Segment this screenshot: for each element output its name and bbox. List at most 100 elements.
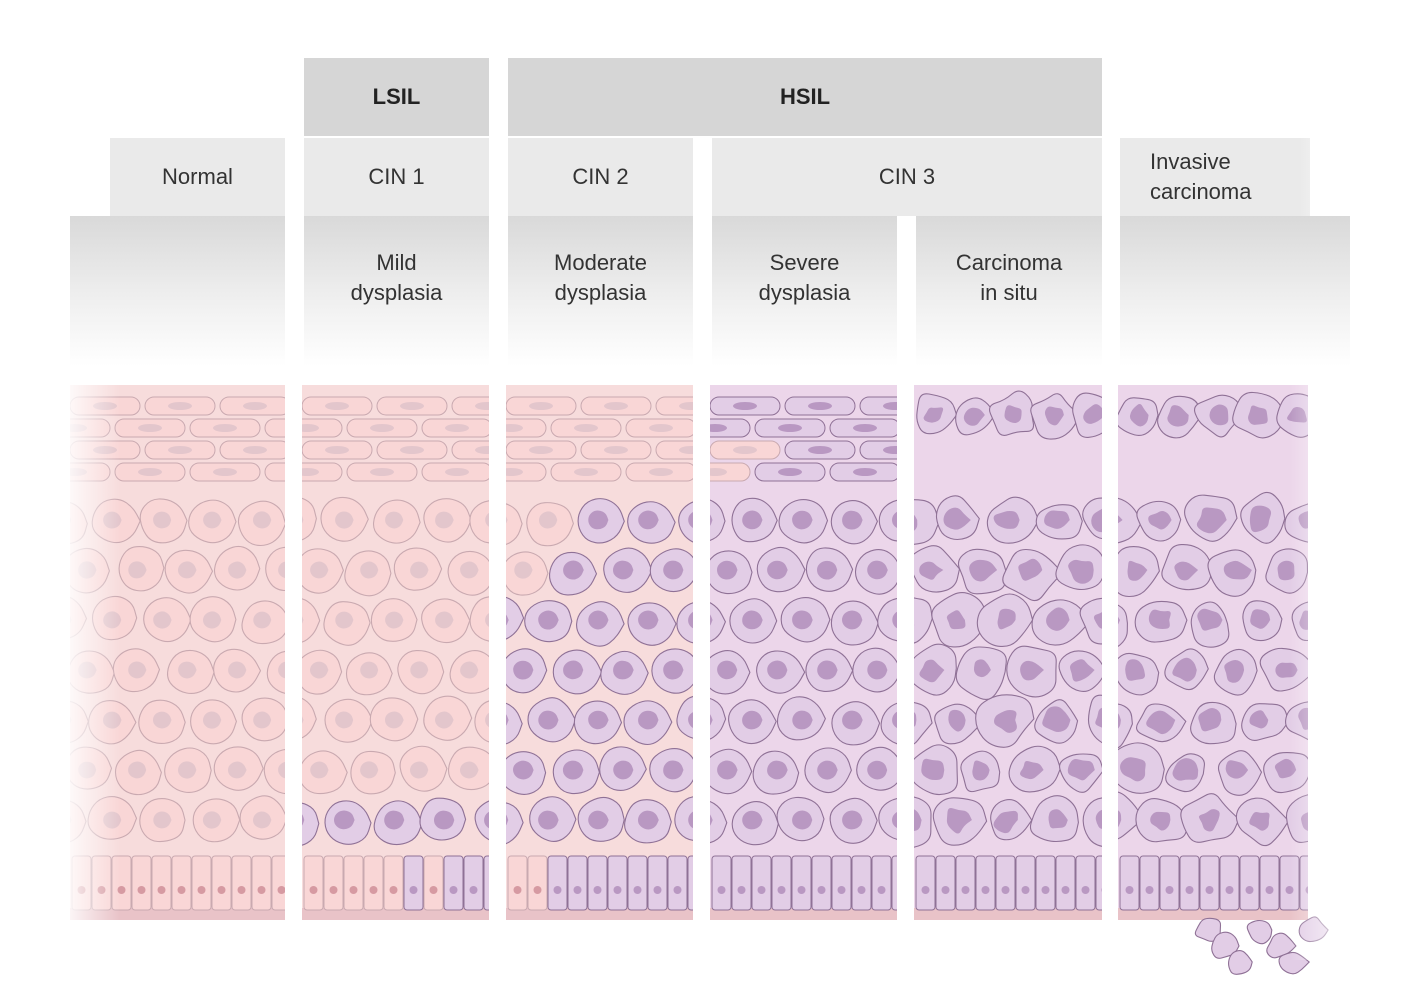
squamous-nucleus xyxy=(213,424,237,432)
squamous-cell xyxy=(451,440,489,460)
basal-cell xyxy=(423,855,444,911)
cell-nucleus xyxy=(717,760,738,780)
cin1-header: CIN 1 xyxy=(304,138,489,216)
basal-nucleus xyxy=(857,886,866,894)
cell-nucleus xyxy=(335,611,354,629)
basal-cell xyxy=(271,855,285,911)
basal-nucleus xyxy=(469,886,478,894)
cell-nucleus xyxy=(710,814,713,826)
cell-nucleus xyxy=(792,810,813,830)
cell-nucleus xyxy=(688,712,693,729)
epithelial-cell xyxy=(880,702,897,745)
basal-cell xyxy=(831,855,852,911)
cell-nucleus xyxy=(1174,561,1199,581)
cell-nucleus xyxy=(506,814,509,826)
basal-cell xyxy=(151,855,172,911)
squamous-nucleus xyxy=(808,446,832,454)
basal-cell xyxy=(383,855,404,911)
cell-nucleus xyxy=(514,561,533,579)
basal-nucleus xyxy=(573,886,582,894)
cell-nucleus xyxy=(914,809,922,831)
cell-nucleus xyxy=(302,616,304,624)
cell-nucleus xyxy=(588,610,609,630)
cell-nucleus xyxy=(817,760,838,780)
severe-label: Severe dysplasia xyxy=(758,250,851,305)
basal-cell xyxy=(211,855,232,911)
cell-nucleus xyxy=(1198,809,1220,832)
cell-nucleus xyxy=(1093,612,1102,629)
cell-nucleus xyxy=(203,511,222,529)
squamous-nucleus xyxy=(604,446,628,454)
basal-nucleus xyxy=(1145,886,1154,894)
squamous-nucleus xyxy=(400,446,424,454)
squamous-nucleus xyxy=(475,402,489,410)
squamous-nucleus xyxy=(138,424,162,432)
column-cin2 xyxy=(506,385,702,920)
basal-cell xyxy=(547,855,568,911)
basal-nucleus xyxy=(1061,886,1070,894)
basal-cell xyxy=(1259,855,1280,911)
cell-nucleus xyxy=(310,661,329,679)
basal-nucleus xyxy=(673,886,682,894)
cell-nucleus xyxy=(538,511,558,529)
moderate-label: Moderate dysplasia xyxy=(554,250,647,305)
squamous-nucleus xyxy=(649,468,673,476)
cell-nucleus xyxy=(742,610,763,630)
cell-nucleus xyxy=(973,659,991,678)
cell-nucleus xyxy=(588,510,609,530)
basal-nucleus xyxy=(1021,886,1030,894)
cell-nucleus xyxy=(335,711,354,729)
cell-nucleus xyxy=(842,610,863,630)
basal-cell xyxy=(711,855,732,911)
cell-nucleus xyxy=(203,611,222,629)
basal-nucleus xyxy=(429,886,438,894)
basal-cell xyxy=(403,855,424,911)
epithelial-cell xyxy=(266,650,285,694)
basal-cell xyxy=(871,855,892,911)
cell-nucleus xyxy=(1249,505,1272,533)
squamous-nucleus xyxy=(370,468,394,476)
cell-nucleus xyxy=(506,516,508,524)
cell-nucleus xyxy=(1118,713,1121,729)
cell-nucleus xyxy=(1118,616,1120,625)
basal-cell xyxy=(935,855,956,911)
cell-nucleus xyxy=(484,811,489,829)
cell-nucleus xyxy=(1250,609,1271,629)
cell-nucleus xyxy=(1069,659,1095,682)
basal-cell xyxy=(323,855,344,911)
basal-cell xyxy=(771,855,792,911)
basal-nucleus xyxy=(137,886,146,894)
cell-nucleus xyxy=(278,761,285,779)
severe-header: Severe dysplasia xyxy=(712,216,897,366)
cell-nucleus xyxy=(485,613,489,627)
basal-nucleus xyxy=(197,886,206,894)
cell-nucleus xyxy=(842,510,863,530)
basal-nucleus xyxy=(694,886,702,894)
squamous-nucleus xyxy=(243,402,267,410)
cell-nucleus xyxy=(1091,508,1102,533)
basal-cell xyxy=(1199,855,1220,911)
cell-nucleus xyxy=(485,512,489,527)
basal-nucleus xyxy=(817,886,826,894)
cell-nucleus xyxy=(1018,558,1043,581)
squamous-nucleus xyxy=(325,446,349,454)
cell-nucleus xyxy=(742,510,763,530)
squamous-cell xyxy=(302,418,343,438)
basal-cell xyxy=(191,855,212,911)
epithelial-cell xyxy=(914,499,940,545)
squamous-nucleus xyxy=(475,446,489,454)
cell-nucleus xyxy=(767,660,788,680)
cin2-label: CIN 2 xyxy=(572,164,629,189)
atypical-nucleus xyxy=(1129,404,1149,427)
cell-nucleus xyxy=(792,510,813,530)
basal-nucleus xyxy=(1001,886,1010,894)
column-cin1 xyxy=(302,385,489,920)
cell-nucleus xyxy=(178,661,197,679)
squamous-cell xyxy=(655,396,693,416)
basal-nucleus xyxy=(553,886,562,894)
cell-nucleus xyxy=(152,711,172,729)
basal-nucleus xyxy=(157,886,166,894)
basal-nucleus xyxy=(737,886,746,894)
cell-nucleus xyxy=(302,716,304,724)
cell-nucleus xyxy=(335,511,354,529)
